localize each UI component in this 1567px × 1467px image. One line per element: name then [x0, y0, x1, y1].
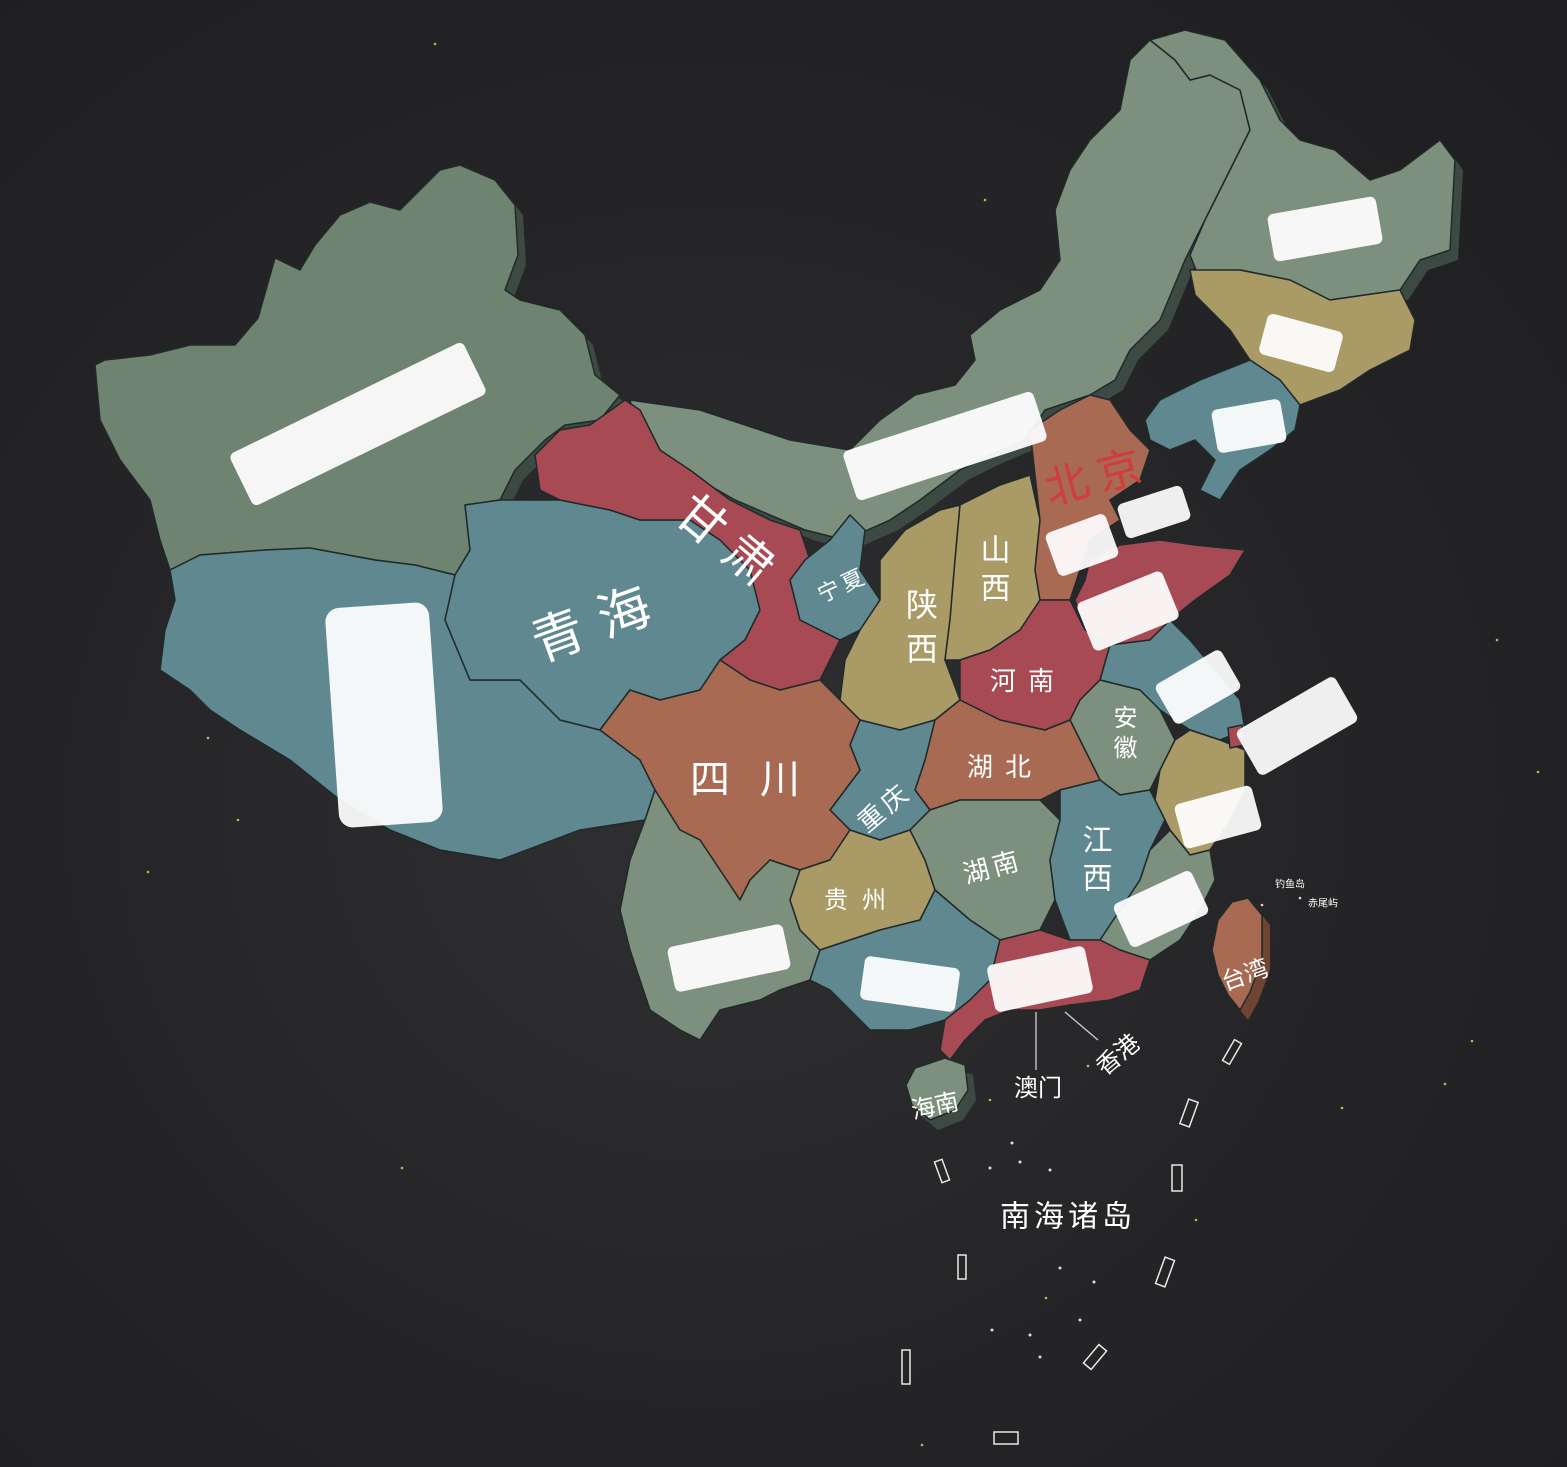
south-sea-islands: [901, 896, 1302, 1445]
province-hainan[interactable]: [905, 1057, 969, 1121]
label-hubei: 湖北: [967, 753, 1043, 783]
province-gansu[interactable]: [534, 399, 841, 691]
label-hongkong: 香港: [1091, 1029, 1146, 1081]
blob-tianjin: [1117, 485, 1191, 539]
province-taiwan[interactable]: [1211, 897, 1263, 1011]
blob-guangdong: [987, 946, 1093, 1012]
background-specks: [146, 42, 1540, 1447]
label-chiwei: 赤尾屿: [1308, 898, 1338, 910]
label-shanxi: 山西: [975, 534, 1010, 610]
label-diaoyu: 钓鱼岛: [1275, 878, 1305, 891]
blob-shanghai: [1236, 677, 1358, 775]
label-shaanxi: 陕西: [901, 588, 939, 676]
label-jiangxi: 江西: [1077, 824, 1112, 900]
blob-tibet: [325, 602, 443, 828]
blob-guangxi: [860, 956, 960, 1012]
label-macau: 澳门: [1014, 1074, 1062, 1102]
blob-hebei: [1045, 514, 1119, 576]
blob-jiangsu: [1155, 650, 1241, 724]
blob-fujian: [1113, 871, 1209, 947]
blob-neimenggu: [843, 391, 1047, 501]
label-guizhou: 贵州: [824, 886, 900, 914]
blob-jilin: [1259, 313, 1343, 373]
obscured-labels: [230, 196, 1383, 1012]
blob-xinjiang: [230, 342, 486, 506]
label-south-sea-islands: 南海诸岛: [1000, 1200, 1136, 1235]
label-anhui: 安徽: [1109, 705, 1137, 765]
blob-shandong: [1077, 571, 1179, 651]
label-sichuan: 四川: [690, 757, 830, 803]
blob-liaoning: [1211, 399, 1287, 453]
label-henan: 河南: [990, 667, 1066, 697]
blob-heilongjiang: [1267, 196, 1383, 262]
blob-zhejiang: [1174, 785, 1262, 849]
province-hunan[interactable]: [909, 799, 1061, 941]
hongkong-leader-line: [1064, 1011, 1099, 1041]
blob-yunnan: [667, 924, 791, 992]
